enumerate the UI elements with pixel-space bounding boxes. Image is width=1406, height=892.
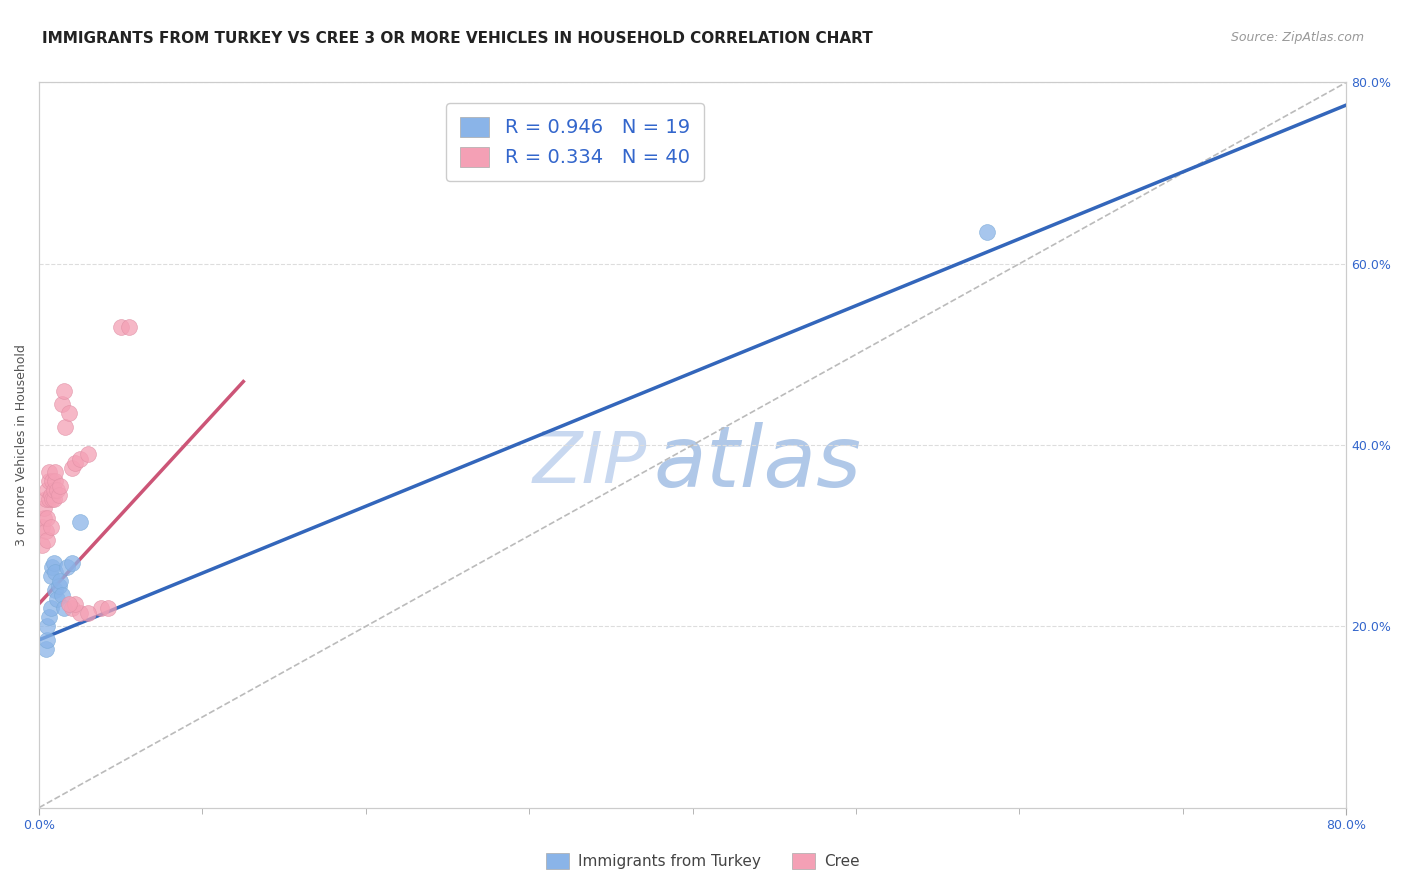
Point [60,601,83,615]
Point [69,606,91,620]
Point [118,320,141,334]
Point [77,447,100,461]
Point [97,601,120,615]
Point [38,465,60,479]
Point [44,465,66,479]
Point [34,642,56,657]
Point [37,619,59,633]
Y-axis label: 3 or more Vehicles in Household: 3 or more Vehicles in Household [15,344,28,546]
Point [44,565,66,579]
Point [37,533,59,548]
Point [38,492,60,507]
Point [37,632,59,647]
Point [38,475,60,489]
Legend: Immigrants from Turkey, Cree: Immigrants from Turkey, Cree [540,847,866,875]
Point [39,569,62,583]
Point [39,601,62,615]
Point [53,420,76,434]
Point [52,601,75,615]
Point [34,524,56,538]
Point [58,597,80,611]
Point [42,483,65,498]
Point [48,578,70,592]
Point [44,475,66,489]
Point [38,610,60,624]
Point [63,456,86,470]
Text: atlas: atlas [654,422,862,505]
Point [63,597,86,611]
Point [37,510,59,524]
Point [90,601,112,615]
Point [32,501,55,516]
Point [39,519,62,533]
Point [51,588,73,602]
Point [39,488,62,502]
Point [56,560,79,574]
Point [46,592,69,607]
Point [49,479,72,493]
Point [77,606,100,620]
Point [48,488,70,502]
Point [42,492,65,507]
Point [51,397,73,411]
Text: Source: ZipAtlas.com: Source: ZipAtlas.com [1230,31,1364,45]
Text: IMMIGRANTS FROM TURKEY VS CREE 3 OR MORE VEHICLES IN HOUSEHOLD CORRELATION CHART: IMMIGRANTS FROM TURKEY VS CREE 3 OR MORE… [42,31,873,46]
Legend: R = 0.946   N = 19, R = 0.334   N = 40: R = 0.946 N = 19, R = 0.334 N = 40 [447,103,703,181]
Point [58,406,80,420]
Point [110,320,132,334]
Point [60,460,83,475]
Point [41,492,63,507]
Point [69,515,91,529]
Point [44,582,66,597]
Point [31,519,53,533]
Point [32,510,55,524]
Point [49,574,72,588]
Point [41,560,63,574]
Point [34,492,56,507]
Point [69,451,91,466]
Point [41,475,63,489]
Text: ZIP: ZIP [533,429,647,498]
Point [31,538,53,552]
Point [42,556,65,570]
Point [52,384,75,398]
Point [60,556,83,570]
Point [46,483,69,498]
Point [976,225,998,239]
Point [37,483,59,498]
